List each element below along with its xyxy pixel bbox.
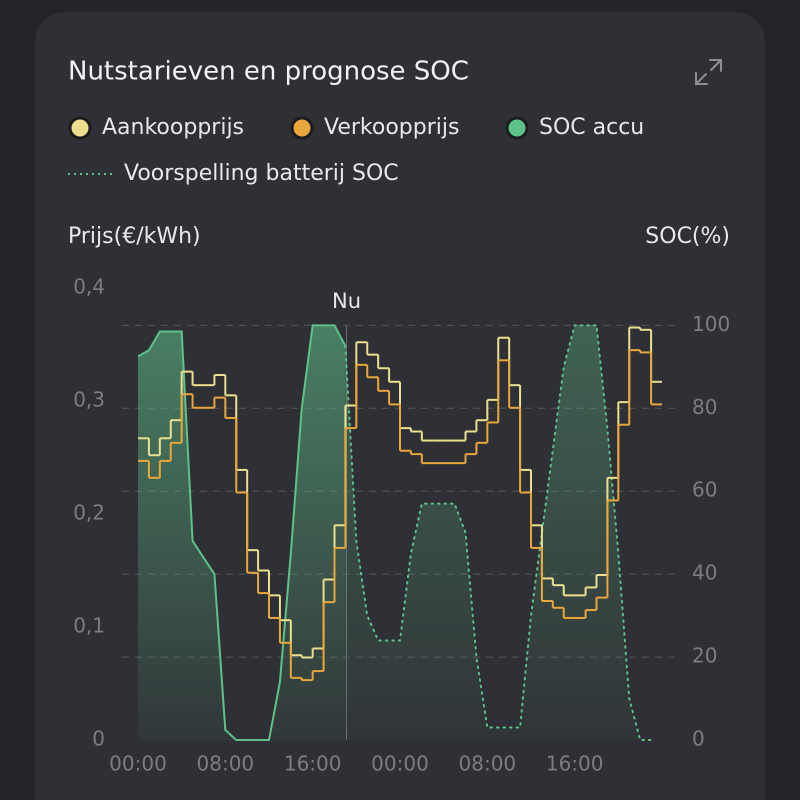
plot: 0 0,1 0,2 0,3 0,4 0 20 40 60 80 100 00:00 08:00 16:00… <box>73 275 730 776</box>
y-tick-label: 0,3 <box>73 388 105 412</box>
chart-title: Nutstarieven en prognose SOC <box>68 57 469 87</box>
x-tick-label: 16:00 <box>284 752 342 776</box>
y-tick-label: 0,4 <box>73 275 105 299</box>
legend-label: SOC accu <box>539 115 644 140</box>
y2-tick-label: 0 <box>692 727 705 751</box>
x-tick-label: 00:00 <box>109 752 167 776</box>
y2-tick-label: 40 <box>692 561 717 585</box>
y-tick-label: 0,2 <box>73 501 105 525</box>
legend-swatch <box>290 116 314 140</box>
y-tick-label: 0 <box>92 727 105 751</box>
x-tick-label: 08:00 <box>459 752 517 776</box>
legend-swatch <box>68 116 92 140</box>
x-tick-label: 08:00 <box>197 752 255 776</box>
expand-icon[interactable] <box>695 59 722 85</box>
y-axis-title: Prijs(€/kWh) <box>68 224 201 249</box>
legend-swatch <box>505 116 529 140</box>
forecast-line <box>344 324 653 741</box>
forecast-area <box>345 325 652 740</box>
soc-line <box>137 324 347 741</box>
legend-label: Aankoopprijs <box>102 115 244 140</box>
legend-label: Voorspelling batterij SOC <box>124 161 399 186</box>
y2-tick-label: 80 <box>692 395 717 419</box>
y2-tick-label: 60 <box>692 478 717 502</box>
y2-tick-label: 20 <box>692 644 717 668</box>
x-tick-label: 16:00 <box>546 752 604 776</box>
x-tick-label: 00:00 <box>371 752 429 776</box>
now-label: Nu <box>332 289 361 313</box>
y2-tick-label: 100 <box>692 312 730 336</box>
soc-area <box>138 325 346 740</box>
y2-axis-title: SOC(%) <box>645 224 730 249</box>
y-tick-label: 0,1 <box>73 614 105 638</box>
legend-label: Verkoopprijs <box>324 115 459 140</box>
